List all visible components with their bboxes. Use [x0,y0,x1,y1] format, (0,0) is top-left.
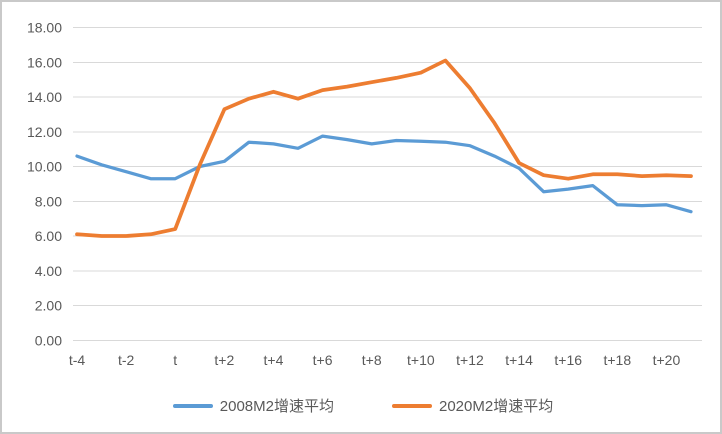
series-line-2008 [75,134,693,214]
x-axis-tick-label: t+12 [456,352,484,368]
legend: 2008M2增速平均 2020M2增速平均 [2,393,722,419]
legend-line-swatch-2020 [392,404,432,408]
y-axis-tick-label: 16.00 [27,54,62,70]
legend-line-swatch-2008 [172,404,213,408]
y-axis-tick-label: 10.00 [27,159,62,175]
x-axis-tick-label: t [173,352,177,368]
x-axis-tick-label: t+2 [214,352,234,368]
x-axis-tick-label: t+6 [313,352,333,368]
x-axis-tick-label: t-2 [118,352,135,368]
x-axis-tick-label: t+20 [653,352,681,368]
y-axis-tick-label: 4.00 [35,263,62,279]
legend-item-2008: 2008M2增速平均 [172,397,334,415]
line-chart-plot-area: 18.00 16.00 14.00 12.00 10.00 8.00 6.00 4.00 2.0… [27,20,702,368]
x-axis-tick-label: t-4 [69,352,86,368]
x-axis-tick-label: t+14 [505,352,533,368]
y-axis-tick-label: 2.00 [35,298,62,314]
x-axis-tick-label: t+8 [362,352,382,368]
legend-label-2020: 2020M2增速平均 [439,397,554,415]
y-axis-tick-label: 12.00 [27,124,62,140]
series-line-2020 [75,58,693,238]
y-axis-tick-label: 0.00 [35,332,62,348]
y-axis-tick-label: 18.00 [27,20,62,36]
x-axis-tick-label: t+18 [603,352,631,368]
y-axis-tick-label: 14.00 [27,89,62,105]
y-axis-tick-label: 8.00 [35,193,62,209]
x-axis-tick-label: t+4 [264,352,284,368]
legend-label-2008: 2008M2增速平均 [219,397,334,415]
x-axis-tick-label: t+10 [407,352,435,368]
legend-item-2020: 2020M2增速平均 [392,399,553,414]
x-axis-tick-label: t+16 [554,352,582,368]
y-axis-tick-label: 6.00 [35,228,62,244]
